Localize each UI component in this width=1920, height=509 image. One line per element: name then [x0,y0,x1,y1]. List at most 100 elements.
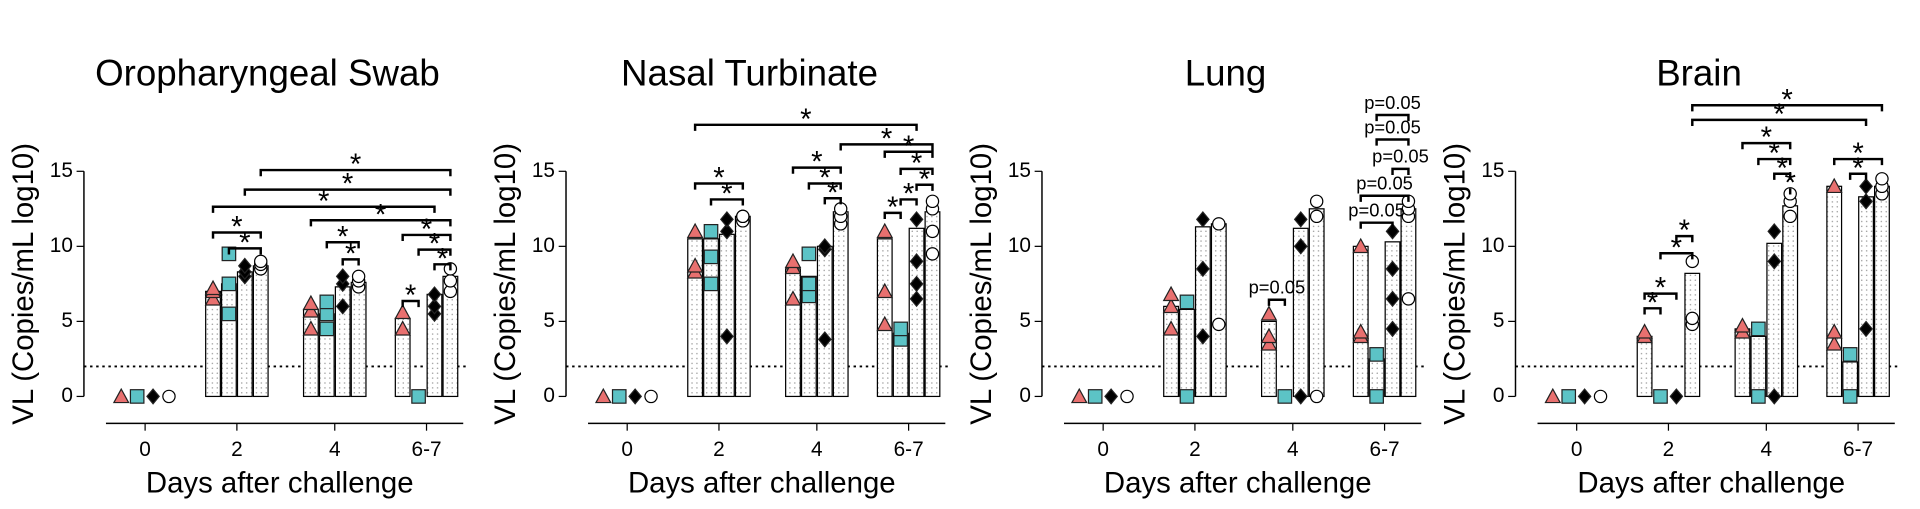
panel: Nasal Turbinate Days after challenge VL (C… [489,53,948,499]
significance-bracket [791,166,842,174]
point [1309,194,1324,209]
bar [1194,226,1211,398]
significance-label: * [919,163,930,196]
x-tick-label: 2 [1189,438,1201,461]
significance-label: * [345,237,356,270]
x-axis-label: Days after challenge [1104,466,1372,499]
point [703,223,719,239]
bar [816,245,833,398]
bar [236,271,253,398]
point [703,249,719,265]
significance-label: * [342,168,353,201]
point [909,290,924,308]
significance-bracket [899,198,918,206]
bar [1826,185,1843,398]
bar [832,211,849,398]
significance-label: * [375,198,386,231]
point [394,303,412,320]
y-tick-label: 0 [543,384,555,407]
point [719,211,734,228]
significance-label: * [239,226,250,259]
point [1212,217,1226,231]
point [876,315,894,332]
point [909,211,924,228]
x-tick-label: 4 [329,438,341,461]
bar [1163,305,1180,398]
point [736,209,750,224]
point [1669,388,1684,405]
y-tick-label: 15 [532,159,555,182]
y-tick-label: 10 [532,234,555,257]
point [1544,387,1562,404]
point [801,246,817,262]
significance-label: p=0.05 [1356,173,1413,194]
point [876,282,894,299]
point [893,321,908,337]
significance-bracket [243,188,452,196]
x-tick-label: 0 [621,438,633,461]
panel-title: Nasal Turbinate [621,53,878,94]
point [1162,285,1180,302]
bar [734,215,751,398]
point [1087,389,1103,404]
panel-title: Oropharyngeal Swab [95,53,440,94]
point [1859,178,1873,195]
point [925,247,940,261]
significance-bracket [211,231,262,239]
point [719,223,734,240]
point [1859,320,1873,338]
significance-label: * [337,220,348,253]
bar [1684,272,1701,398]
point [801,276,817,292]
significance-bracket [1757,157,1792,166]
y-tick-label: 5 [61,309,73,332]
point [925,194,940,209]
significance-bracket [1267,298,1287,306]
bar [205,290,221,398]
significance-label: * [903,130,914,163]
point [302,302,320,318]
y-axis-label: VL (Copies/mL log10) [965,143,998,425]
point [302,294,320,311]
significance-label: * [318,185,329,218]
x-tick-label: 4 [1761,438,1773,461]
bar [908,227,925,398]
significance-bracket [1659,252,1694,260]
point [1385,223,1400,240]
x-tick-label: 6-7 [894,438,924,461]
bar [1384,241,1401,398]
significance-label: * [1647,286,1658,319]
point [1842,389,1858,404]
point [909,253,924,270]
point [703,276,719,292]
significance-label: * [721,178,732,211]
significance-label: * [887,191,898,224]
significance-bracket [259,168,452,177]
point [1636,323,1653,339]
point [1369,347,1384,362]
point [1162,320,1180,336]
panel-title: Brain [1656,53,1742,94]
x-tick-label: 0 [1097,438,1109,461]
point [594,387,612,404]
significance-label: p=0.05 [1364,116,1421,137]
point [427,298,442,315]
point [1309,389,1324,404]
significance-label: * [1769,137,1780,170]
y-tick-label: 5 [1019,309,1031,332]
significance-label: p=0.05 [1364,92,1421,113]
point [719,328,734,345]
point [427,286,442,303]
point [204,279,222,296]
x-tick-label: 4 [1287,438,1299,461]
y-tick-label: 10 [50,234,73,257]
significance-label: * [903,178,914,211]
point [1875,172,1889,186]
panel: Brain Days after challenge VL (Copies/mL l… [1439,53,1898,499]
y-tick-label: 10 [1481,234,1504,257]
point [686,222,704,239]
significance-bracket [1391,167,1410,175]
significance-bracket [1773,172,1792,180]
point [1260,305,1278,321]
significance-label: * [231,211,242,244]
